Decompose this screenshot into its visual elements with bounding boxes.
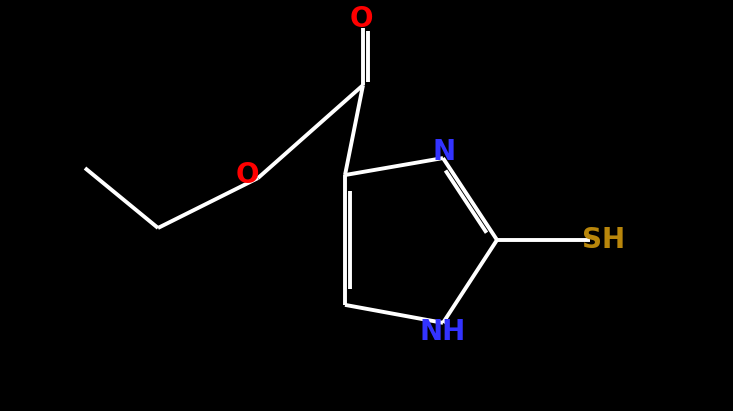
Text: O: O xyxy=(350,5,373,33)
Text: SH: SH xyxy=(581,226,625,254)
Text: O: O xyxy=(236,161,259,189)
Text: N: N xyxy=(432,138,455,166)
Text: NH: NH xyxy=(420,318,466,346)
